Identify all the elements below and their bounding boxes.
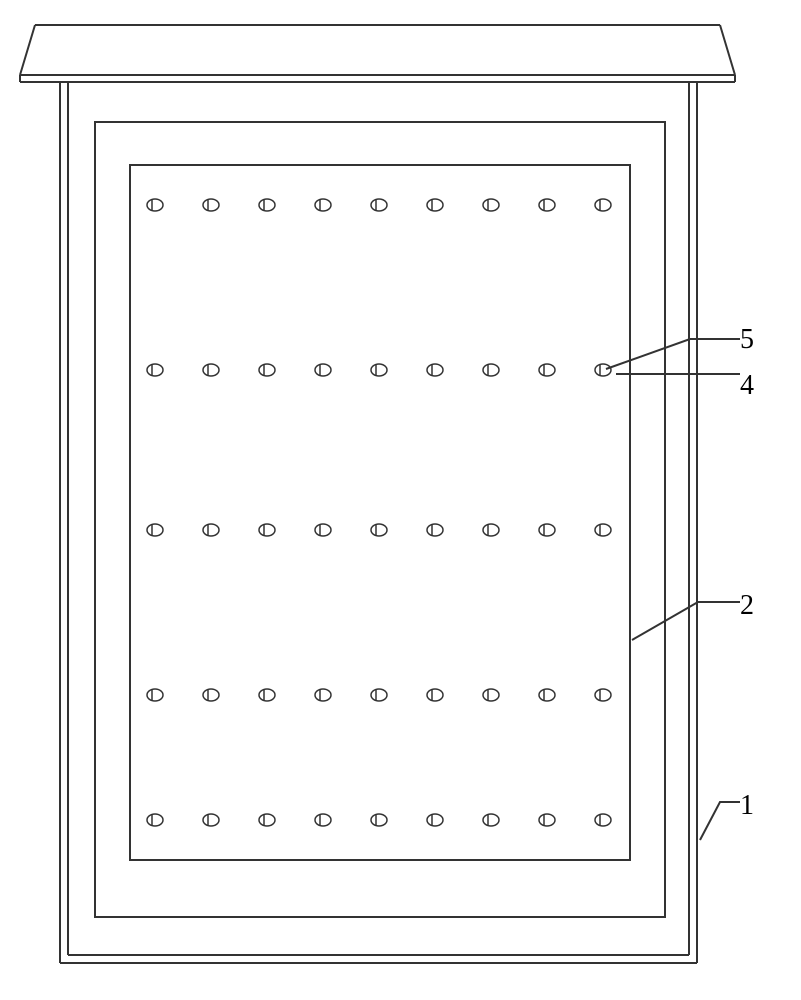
callout-1: 1 <box>740 790 754 822</box>
diagram-svg <box>0 0 801 1000</box>
callout-2: 2 <box>740 590 754 622</box>
callout-5: 5 <box>740 324 754 356</box>
callout-4: 4 <box>740 370 754 402</box>
diagram-canvas: 5 4 2 1 <box>0 0 801 1000</box>
